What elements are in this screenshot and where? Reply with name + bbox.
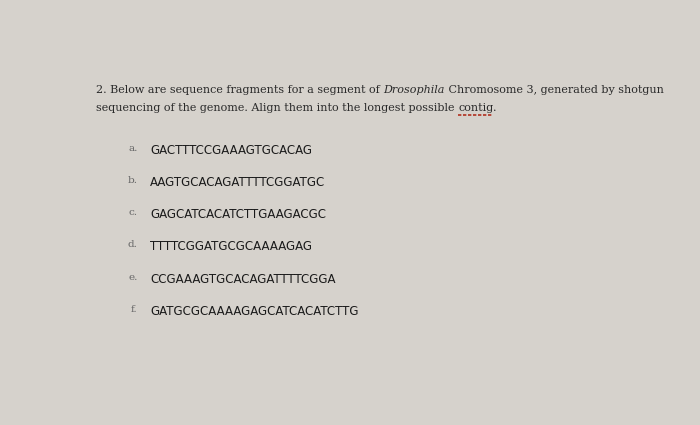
Text: contig: contig bbox=[458, 103, 493, 113]
Text: AAGTGCACAGATTTTCGGATGC: AAGTGCACAGATTTTCGGATGC bbox=[150, 176, 325, 189]
Text: d.: d. bbox=[127, 241, 137, 249]
Text: Chromosome 3, generated by shotgun: Chromosome 3, generated by shotgun bbox=[444, 85, 664, 95]
Text: c.: c. bbox=[128, 208, 137, 218]
Text: 2. Below are sequence fragments for a segment of: 2. Below are sequence fragments for a se… bbox=[96, 85, 384, 95]
Text: CCGAAAGTGCACAGATTTTCGGA: CCGAAAGTGCACAGATTTTCGGA bbox=[150, 272, 335, 286]
Text: e.: e. bbox=[128, 272, 137, 281]
Text: GAGCATCACATCTTGAAGACGC: GAGCATCACATCTTGAAGACGC bbox=[150, 208, 326, 221]
Text: b.: b. bbox=[127, 176, 137, 185]
Text: GACTTTCCGAAAGTGCACAG: GACTTTCCGAAAGTGCACAG bbox=[150, 144, 312, 157]
Text: f.: f. bbox=[131, 305, 137, 314]
Text: .: . bbox=[494, 103, 497, 113]
Text: a.: a. bbox=[128, 144, 137, 153]
Text: GATGCGCAAAAGAGCATCACATCTTG: GATGCGCAAAAGAGCATCACATCTTG bbox=[150, 305, 358, 317]
Text: TTTTCGGATGCGCAAAAGAG: TTTTCGGATGCGCAAAAGAG bbox=[150, 241, 312, 253]
Text: sequencing of the genome. Align them into the longest possible: sequencing of the genome. Align them int… bbox=[96, 103, 458, 113]
Text: Drosophila: Drosophila bbox=[384, 85, 444, 95]
